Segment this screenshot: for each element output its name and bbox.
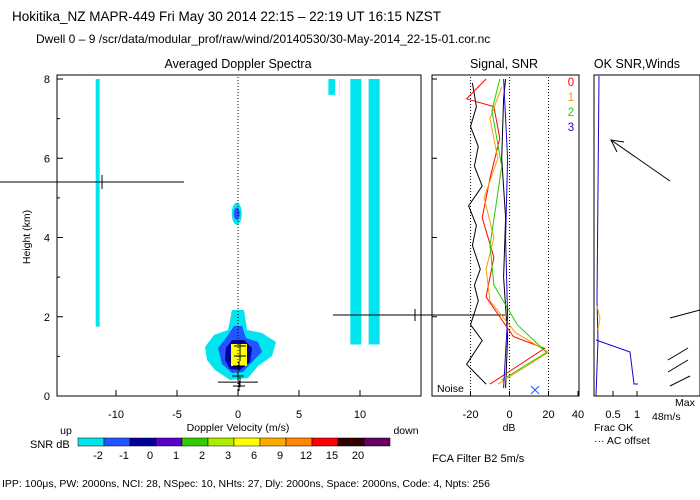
x-tick-label: 5 — [296, 409, 302, 421]
y-tick-label: 4 — [44, 233, 50, 245]
wind-arrow-0 — [610, 139, 671, 182]
snr-axes: -20 0 20 40 dB Noise 0 1 2 3 — [432, 77, 584, 434]
colorbar-swatch-0 — [77, 437, 105, 447]
snr-x-tick-label: 40 — [572, 409, 584, 421]
colorbar-tick-4: 2 — [199, 450, 205, 462]
wind-arrow-2 — [667, 347, 689, 361]
footer-params: IPP: 100μs, PW: 2000ns, NCI: 28, NSpec: … — [2, 478, 490, 490]
header-subtitle: Dwell 0 – 9 /scr/data/modular_prof/raw/w… — [36, 32, 491, 46]
colorbar: SNR dB-2 -1 0 1 2 3 6 9 12 15 20 — [30, 437, 391, 462]
winds-title: OK SNR,Winds — [594, 57, 680, 71]
y-tick-label: 0 — [44, 391, 50, 403]
colorbar-tick-1: -1 — [119, 450, 129, 462]
snr-series-2 — [489, 78, 548, 381]
colorbar-tick-5: 3 — [225, 450, 231, 462]
wind-arrow-4 — [669, 375, 691, 387]
header-title: Hokitika_NZ MAPR-449 Fri May 30 2014 22:… — [12, 9, 441, 24]
snr-panel-frame — [431, 74, 580, 397]
snr-series-0 — [465, 78, 546, 385]
colorbar-swatch-4 — [181, 437, 209, 447]
colorbar-swatch-9 — [311, 437, 339, 447]
winds-ac-offset: ··· AC offset — [594, 435, 650, 447]
snr-lines — [465, 78, 550, 395]
snr-legend-2: 2 — [568, 107, 574, 119]
band-gap — [335, 79, 340, 337]
x-label-down: down — [393, 425, 418, 437]
x-tick-label: -10 — [108, 409, 124, 421]
wind-arrow-head — [610, 139, 625, 153]
snr-marker-b — [530, 385, 540, 395]
winds-frac-line-3 — [596, 305, 601, 331]
snr-series-noise — [501, 78, 509, 389]
x-tick-label: -5 — [172, 409, 182, 421]
winds-frac-line — [595, 75, 600, 397]
interference-line-left — [95, 79, 100, 327]
snr-series-1 — [483, 86, 550, 385]
y-tick-label: 6 — [44, 153, 50, 165]
colorbar-tick-6: 6 — [251, 450, 257, 462]
fca-filter-label: FCA Filter B2 5m/s — [432, 453, 525, 465]
winds-frac-line-2 — [595, 339, 638, 385]
interference-band-2 — [368, 79, 380, 345]
winds-x-axis-title: Frac OK — [594, 422, 633, 434]
winds-max-value: 48m/s — [652, 411, 681, 423]
spectra-axes: 0 2 4 6 8 -10 -5 0 5 10 Doppler Velocity (m/s) up do… — [21, 74, 419, 437]
x-tick-label: 0 — [235, 409, 241, 421]
colorbar-swatch-7 — [259, 437, 287, 447]
colorbar-tick-9: 15 — [326, 450, 338, 462]
winds-max-label: Max — [675, 397, 696, 409]
colorbar-swatch-3 — [155, 437, 183, 447]
colorbar-swatch-6 — [233, 437, 261, 447]
strong-echo-yellow — [231, 344, 247, 366]
colorbar-tick-7: 9 — [277, 450, 283, 462]
wind-arrow-1 — [669, 309, 700, 319]
colorbar-tick-10: 20 — [352, 450, 364, 462]
snr-legend-0: 0 — [568, 77, 574, 89]
spectra-title: Averaged Doppler Spectra — [164, 57, 311, 71]
snr-x-tick-label: 0 — [506, 409, 512, 421]
weak-echo-inner — [233, 207, 240, 220]
spectra-panel-frame — [56, 74, 422, 397]
snr-legend-3: 3 — [568, 122, 574, 134]
snr-series-signal — [465, 82, 487, 385]
colorbar-swatch-10 — [337, 437, 365, 447]
y-axis-title: Height (km) — [21, 210, 33, 264]
winds-x-tick-label: 1 — [634, 409, 640, 421]
snr-x-axis-title: dB — [503, 422, 516, 434]
winds-x-tick-label: 0.5 — [605, 409, 620, 421]
colorbar-tick-0: -2 — [93, 450, 103, 462]
colorbar-tick-3: 1 — [173, 450, 179, 462]
colorbar-swatch-11 — [363, 437, 391, 447]
wind-arrow-3 — [667, 359, 689, 373]
snr-x-tick-label: -20 — [463, 409, 479, 421]
colorbar-tick-2: 0 — [147, 450, 153, 462]
colorbar-label: SNR dB — [30, 439, 70, 451]
x-tick-label: 10 — [354, 409, 366, 421]
snr-title: Signal, SNR — [470, 57, 538, 71]
colorbar-swatch-5 — [207, 437, 235, 447]
snr-legend-1: 1 — [568, 92, 574, 104]
interference-band-1 — [350, 79, 362, 345]
colorbar-swatch-8 — [285, 437, 313, 447]
x-label-up: up — [60, 425, 72, 437]
y-tick-label: 8 — [44, 74, 50, 86]
x-axis-title: Doppler Velocity (m/s) — [187, 422, 290, 434]
colorbar-swatch-1 — [103, 437, 131, 447]
noise-annotation: Noise — [437, 383, 464, 395]
colorbar-swatch-2 — [129, 437, 157, 447]
snr-series-3 — [503, 78, 509, 389]
interference-band-0 — [328, 79, 340, 95]
spectra-features — [0, 77, 505, 396]
y-tick-label: 2 — [44, 312, 50, 324]
snr-x-tick-label: 20 — [542, 409, 554, 421]
colorbar-tick-8: 12 — [300, 450, 312, 462]
winds-panel-frame — [593, 74, 700, 397]
